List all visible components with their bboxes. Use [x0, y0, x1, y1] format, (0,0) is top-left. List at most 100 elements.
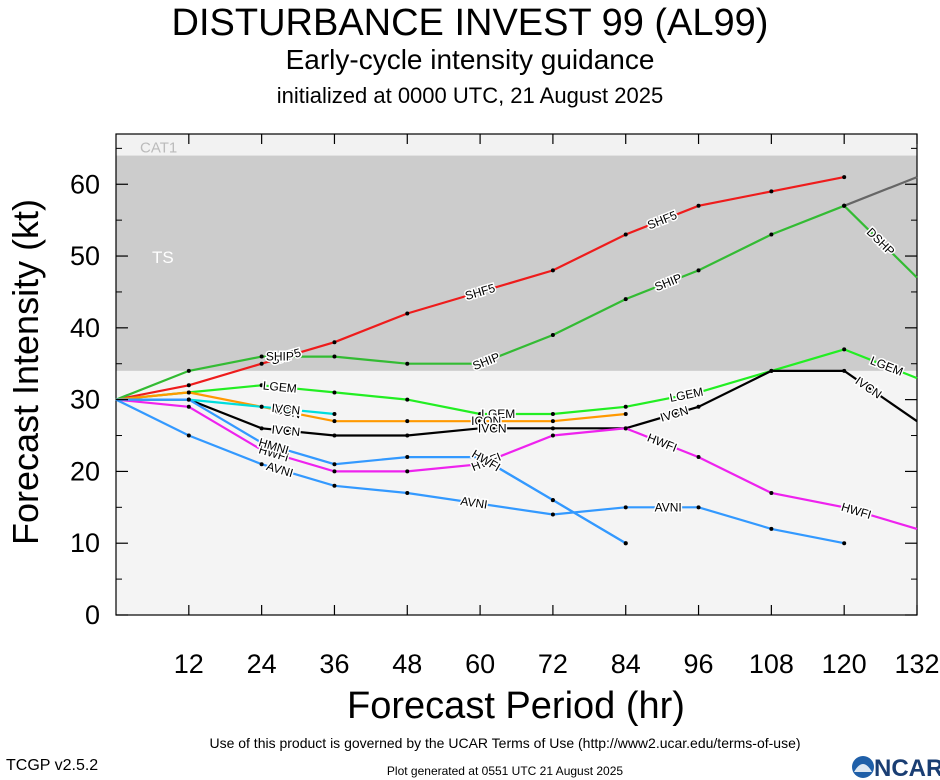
ncar-logo-text: NCAR — [874, 755, 940, 780]
series-label-avni: AVNI — [655, 500, 682, 514]
data-point-ivcn — [332, 411, 337, 416]
band-label-ts: TS — [152, 248, 174, 267]
y-tick-label: 10 — [70, 528, 100, 558]
data-point-ship — [478, 361, 483, 366]
data-point-hmni — [186, 397, 191, 402]
data-point-lgem — [550, 411, 555, 416]
series-line-shf5 — [115, 176, 845, 401]
data-point-hwfi — [550, 498, 555, 503]
data-point-ship — [259, 354, 264, 359]
series-label-ivcn: IVCN — [478, 421, 507, 435]
data-point-lgem — [405, 397, 410, 402]
data-point-hwfi — [769, 490, 774, 495]
data-point-ivcn — [842, 368, 847, 373]
series-line-lgem — [115, 348, 918, 416]
series-label-icon: ICON — [471, 414, 501, 428]
data-point-hwfi — [259, 447, 264, 452]
data-point-lgem — [623, 404, 628, 409]
data-point-shf5 — [623, 232, 628, 237]
series-line-dshp — [843, 205, 918, 279]
band-cat1 — [116, 134, 917, 156]
y-tick-label: 60 — [70, 169, 100, 199]
y-axis-label: Forecast Intensity (kt) — [5, 199, 46, 545]
data-point-shf5 — [186, 383, 191, 388]
series-label-ivcn: IVCN — [271, 401, 301, 418]
data-point-shf5 — [550, 268, 555, 273]
data-point-hmni — [405, 455, 410, 460]
data-point-ivcn — [478, 426, 483, 431]
data-point-hwfi — [623, 426, 628, 431]
init-time: initialized at 0000 UTC, 21 August 2025 — [276, 83, 664, 108]
data-point-shf5 — [332, 340, 337, 345]
data-point-ship — [696, 268, 701, 273]
data-point-lgem — [478, 411, 483, 416]
data-point-ship — [405, 361, 410, 366]
x-tick-label: 84 — [611, 649, 641, 679]
x-tick-label: 48 — [392, 649, 422, 679]
series-label-lgem: LGEM — [262, 378, 297, 395]
data-point-ivcn — [259, 426, 264, 431]
x-tick-label: 132 — [894, 649, 939, 679]
series-line-hwfi — [115, 398, 918, 530]
x-tick-label: 108 — [749, 649, 794, 679]
data-point-shf5 — [259, 361, 264, 366]
x-tick-label: 60 — [465, 649, 495, 679]
data-point-hmni — [259, 440, 264, 445]
data-point-ship — [550, 333, 555, 338]
plot-frame — [115, 133, 918, 616]
data-point-hwfi — [186, 404, 191, 409]
series-label-lgem: LGEM — [481, 407, 515, 421]
y-tick-label: 30 — [70, 385, 100, 415]
data-point-hwfi — [405, 469, 410, 474]
data-point-icon — [405, 419, 410, 424]
band-label-cat1: CAT1 — [140, 140, 177, 157]
data-point-avni — [623, 505, 628, 510]
series-line-avni — [115, 398, 845, 545]
data-point-ivcn — [769, 368, 774, 373]
data-point-lgem — [332, 390, 337, 395]
data-point-icon — [186, 390, 191, 395]
data-point-hmni — [332, 462, 337, 467]
data-point-ship — [332, 354, 337, 359]
x-tick-label: 120 — [822, 649, 867, 679]
data-point-hwfi — [696, 455, 701, 460]
band-below-ts — [116, 370, 917, 615]
data-point-shf5 — [769, 189, 774, 194]
data-point-avni — [332, 483, 337, 488]
x-tick-label: 36 — [319, 649, 349, 679]
data-point-dshp — [842, 203, 847, 208]
series-label-ship: SHIP — [266, 350, 294, 364]
data-point-icon — [623, 411, 628, 416]
data-point-hwfi — [550, 433, 555, 438]
series-line-icon — [115, 391, 626, 423]
data-point-ivcn — [696, 404, 701, 409]
series-lines — [115, 175, 918, 546]
data-point-icon — [332, 419, 337, 424]
data-point-hwfi — [332, 469, 337, 474]
data-point-avni — [259, 462, 264, 467]
data-point-hwfi — [623, 541, 628, 546]
version-label: TCGP v2.5.2 — [6, 757, 99, 774]
data-point-ivcn — [259, 404, 264, 409]
data-point-avni — [842, 541, 847, 546]
data-point-icon — [550, 419, 555, 424]
intensity-bands: TS CAT1 — [116, 134, 917, 615]
data-point-ship — [769, 232, 774, 237]
chart-title: DISTURBANCE INVEST 99 (AL99) — [171, 2, 769, 44]
data-point-avni — [405, 490, 410, 495]
data-point-lgem — [696, 390, 701, 395]
chart-subtitle: Early-cycle intensity guidance — [285, 44, 655, 75]
terms-of-use[interactable]: Use of this product is governed by the U… — [209, 735, 801, 751]
x-axis-label: Forecast Period (hr) — [347, 685, 685, 727]
data-point-hwfi — [478, 455, 483, 460]
data-point-ship — [186, 368, 191, 373]
data-point-avni — [550, 512, 555, 517]
y-tick-label: 40 — [70, 313, 100, 343]
series-line-ship — [843, 176, 918, 207]
data-point-ivcn — [550, 426, 555, 431]
y-tick-label: 50 — [70, 241, 100, 271]
band-ts — [116, 155, 917, 371]
y-tick-label: 20 — [70, 456, 100, 486]
data-point-hwfi — [478, 462, 483, 467]
